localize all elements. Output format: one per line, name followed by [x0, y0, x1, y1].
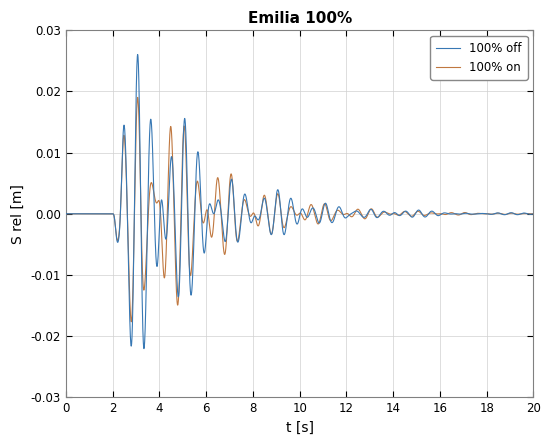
100% off [298, 207, 305, 213]
100% on [267, 229, 274, 235]
100% off [129, 340, 135, 345]
100% on [128, 319, 135, 324]
100% off [62, 211, 69, 216]
100% on [129, 315, 135, 321]
X-axis label: t [s]: t [s] [286, 421, 314, 435]
100% on [156, 198, 162, 203]
100% off [381, 209, 388, 214]
100% off [141, 346, 147, 351]
100% off [530, 211, 537, 216]
100% off [262, 197, 268, 202]
Line: 100% off: 100% off [66, 54, 533, 349]
100% off [156, 236, 162, 242]
100% on [62, 211, 69, 216]
100% off [134, 52, 141, 57]
100% on [262, 194, 268, 199]
100% off [267, 230, 274, 235]
100% on [381, 209, 388, 215]
Title: Emilia 100%: Emilia 100% [247, 11, 352, 26]
100% on [298, 211, 305, 216]
100% on [530, 211, 537, 216]
100% on [134, 95, 141, 100]
Line: 100% on: 100% on [66, 97, 533, 322]
Legend: 100% off, 100% on: 100% off, 100% on [430, 36, 528, 80]
Y-axis label: S rel [m]: S rel [m] [11, 184, 25, 244]
